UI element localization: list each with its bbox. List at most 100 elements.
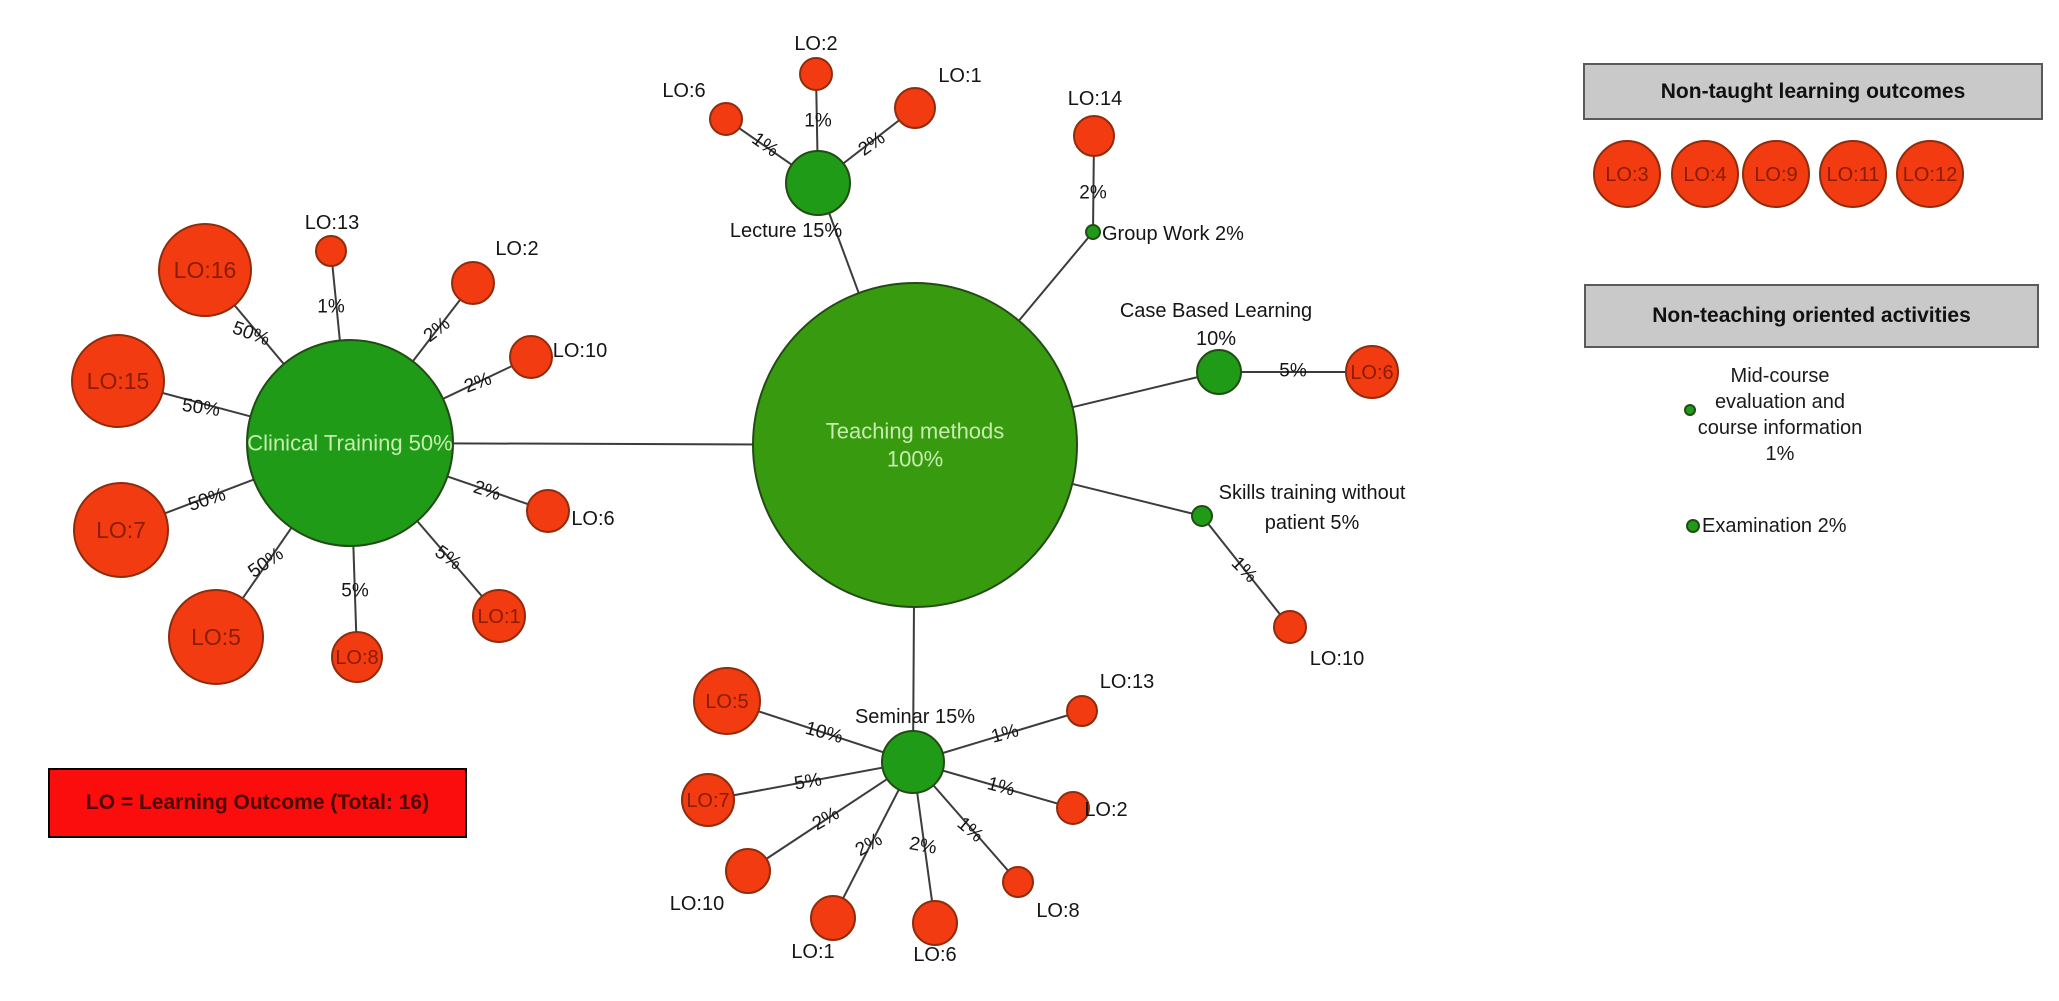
edge-seminar-sem-lo7: [707, 761, 914, 801]
edge-label-clinical-training-ct-lo15: 50%: [181, 395, 222, 421]
node-teaching-methods: [752, 282, 1078, 608]
node-label-lecture: Lecture 15%: [730, 220, 843, 242]
node-legend-lo12: [1896, 140, 1964, 208]
node-ct-lo13: [315, 235, 347, 267]
node-label-gw-lo14: LO:14: [1068, 88, 1122, 110]
edge-label-lecture-lec-lo6: 1%: [748, 129, 783, 162]
node-legend-lo11: [1819, 140, 1887, 208]
node-label-ct-lo13: LO:13: [305, 212, 359, 234]
node-label-teaching-methods: Teaching methods: [826, 419, 1005, 444]
edge-label-seminar-sem-lo6: 2%: [908, 833, 939, 858]
node-label-ct-lo1: LO:1: [477, 606, 520, 628]
node-label-group-work: Group Work 2%: [1102, 223, 1244, 245]
edge-label-clinical-training-ct-lo6: 2%: [471, 477, 504, 505]
node-sem-lo5: [693, 667, 761, 735]
node-label-clinical-training: Clinical Training 50%: [247, 431, 452, 456]
node-label-teaching-methods: 100%: [887, 447, 943, 472]
node-sem-lo13: [1066, 695, 1098, 727]
edge-label-clinical-training-ct-lo5: 50%: [244, 543, 287, 582]
edge-label-seminar-sem-lo7: 5%: [793, 769, 824, 794]
edge-label-clinical-training-ct-lo16: 50%: [230, 318, 273, 351]
edge-label-clinical-training-ct-lo7: 50%: [186, 484, 229, 516]
legend-non-teaching-title: Non-teaching oriented activities: [1652, 304, 1971, 327]
node-ct-lo1: [472, 589, 526, 643]
node-label-lec-lo6: LO:6: [662, 80, 705, 102]
edge-label-group-work-gw-lo14: 2%: [1079, 183, 1107, 204]
node-case-based-learning: [1196, 349, 1242, 395]
node-label-sem-lo1: LO:1: [791, 941, 834, 963]
node-ct-lo7: [73, 482, 169, 578]
node-legend-lo4: [1671, 140, 1739, 208]
node-lecture: [785, 150, 851, 216]
node-label-sem-lo5: LO:5: [705, 691, 748, 713]
mid-course-evaluation-label: Mid-course evaluation and course informa…: [1697, 365, 1863, 465]
edge-label-seminar-sem-lo13: 1%: [989, 720, 1021, 747]
node-group-work: [1085, 224, 1101, 240]
node-skills-training: [1191, 505, 1213, 527]
edge-label-lecture-lec-lo2: 1%: [804, 111, 832, 132]
edge-label-case-based-learning-cbl-lo6: 5%: [1279, 361, 1307, 382]
node-ct-lo16: [158, 223, 252, 317]
node-label-ct-lo6: LO:6: [571, 508, 614, 530]
node-lec-lo6: [709, 102, 743, 136]
node-label-ct-lo8: LO:8: [335, 647, 378, 669]
node-label-legend-lo9: LO:9: [1754, 164, 1797, 186]
edge-label-seminar-sem-lo10: 2%: [809, 803, 843, 835]
legend-non-taught-header: Non-taught learning outcomes: [1583, 63, 2043, 120]
node-clinical-training: [246, 339, 454, 547]
node-gw-lo14: [1073, 115, 1115, 157]
node-examination-dot: [1686, 519, 1700, 533]
node-label-legend-lo12: LO:12: [1903, 164, 1957, 186]
node-ct-lo15: [71, 334, 165, 428]
node-ct-lo2: [451, 261, 495, 305]
node-cbl-lo6: [1345, 345, 1399, 399]
node-label-ct-lo2: LO:2: [495, 238, 538, 260]
lo-key-box: LO = Learning Outcome (Total: 16): [48, 768, 467, 838]
node-label-sk-lo10: LO:10: [1310, 648, 1364, 670]
edge-label-skills-training-sk-lo10: 1%: [1227, 553, 1261, 587]
node-ct-lo8: [331, 631, 383, 683]
node-sem-lo2: [1056, 791, 1090, 825]
node-seminar: [881, 730, 945, 794]
node-legend-lo3: [1593, 140, 1661, 208]
node-label-skills-training-line1: Skills training without: [1219, 482, 1406, 504]
node-lec-lo2: [799, 57, 833, 91]
legend-non-teaching-header: Non-teaching oriented activities: [1584, 284, 2039, 348]
edge-label-seminar-sem-lo2: 1%: [985, 773, 1017, 800]
node-sem-lo1: [810, 895, 856, 941]
node-label-case-based-learning-line1: Case Based Learning: [1120, 300, 1312, 322]
node-ct-lo6: [526, 489, 570, 533]
node-sem-lo7: [681, 773, 735, 827]
edge-seminar-sem-lo10: [747, 761, 914, 872]
node-label-sem-lo7: LO:7: [686, 790, 729, 812]
edge-label-seminar-sem-lo1: 2%: [852, 829, 886, 861]
node-label-ct-lo16: LO:16: [174, 257, 237, 283]
node-label-sem-lo6: LO:6: [913, 944, 956, 966]
node-label-seminar: Seminar 15%: [855, 706, 975, 728]
lo-key-label: LO = Learning Outcome (Total: 16): [85, 791, 430, 814]
node-label-ct-lo10: LO:10: [553, 340, 607, 362]
edge-skills-training-sk-lo10: [1201, 515, 1291, 628]
examination-label: Examination 2%: [1702, 515, 1847, 537]
node-label-cbl-lo6: LO:6: [1350, 362, 1393, 384]
node-mid-course-dot: [1684, 404, 1696, 416]
node-label-legend-lo3: LO:3: [1605, 164, 1648, 186]
node-legend-lo9: [1742, 140, 1810, 208]
node-label-sem-lo10: LO:10: [670, 893, 724, 915]
node-label-sem-lo8: LO:8: [1036, 900, 1079, 922]
node-sk-lo10: [1273, 610, 1307, 644]
node-label-legend-lo11: LO:11: [1827, 164, 1880, 186]
edge-label-seminar-sem-lo5: 10%: [803, 718, 845, 748]
legend-non-taught-title: Non-taught learning outcomes: [1660, 79, 1966, 103]
node-lec-lo1: [894, 87, 936, 129]
node-sem-lo10: [725, 848, 771, 894]
node-label-legend-lo4: LO:4: [1683, 164, 1726, 186]
edge-label-clinical-training-ct-lo13: 1%: [317, 297, 345, 318]
node-label-ct-lo7: LO:7: [96, 517, 146, 543]
node-label-sem-lo13: LO:13: [1100, 671, 1154, 693]
node-label-skills-training-line2: patient 5%: [1265, 512, 1360, 534]
node-label-lec-lo2: LO:2: [794, 33, 837, 55]
node-ct-lo5: [168, 589, 264, 685]
